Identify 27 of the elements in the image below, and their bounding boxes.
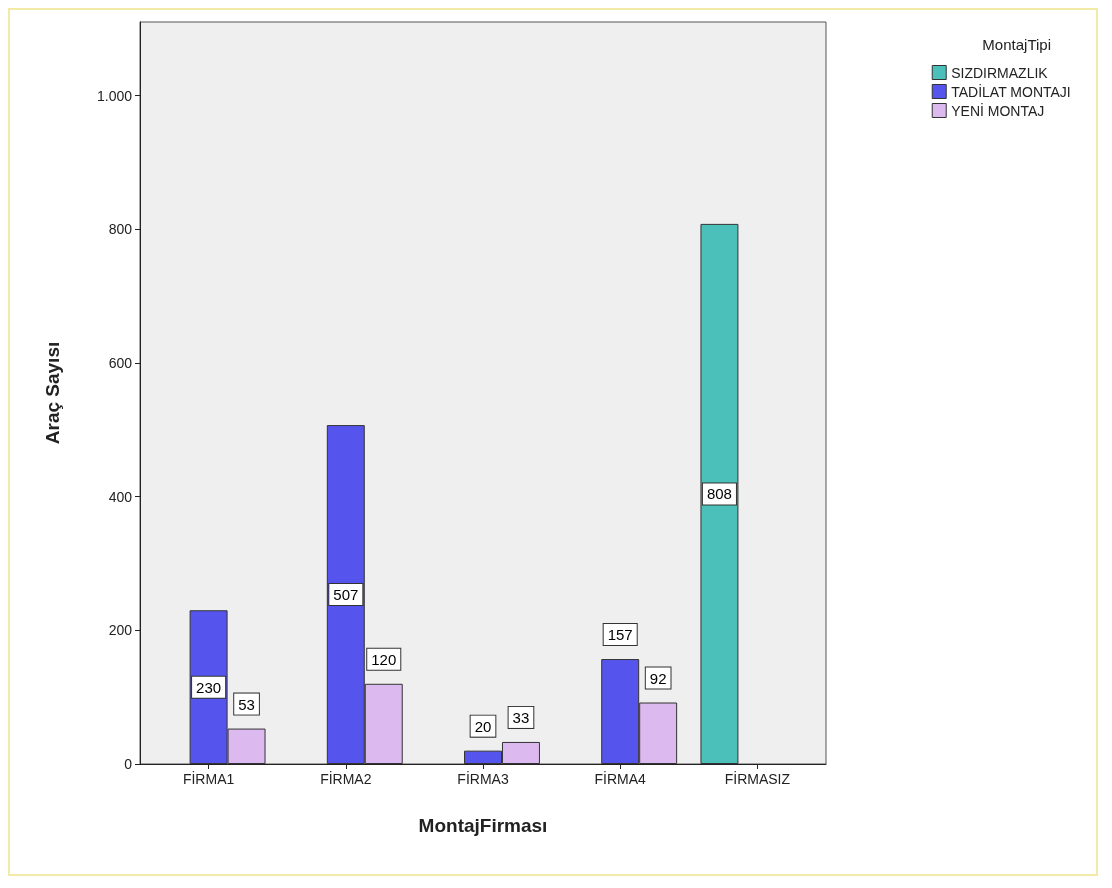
data-label: 92	[649, 669, 667, 687]
x-tick-label: FİRMA1	[182, 770, 235, 787]
x-tick-label: FİRMA3	[457, 770, 509, 787]
y-tick-label: 400	[108, 488, 133, 505]
data-label: 120	[371, 650, 397, 668]
legend-label: YENİ MONTAJ	[951, 101, 1045, 119]
y-tick-label: 0	[124, 756, 133, 772]
data-label: 808	[706, 485, 732, 503]
y-axis-title: Araç Sayısı	[42, 341, 63, 445]
data-label: 53	[238, 695, 255, 713]
data-label: 33	[512, 708, 530, 726]
legend-label: TADİLAT MONTAJI	[951, 82, 1071, 100]
x-tick-label: FİRMA4	[594, 770, 647, 787]
data-label: 230	[196, 678, 222, 696]
x-tick-label: FİRMASIZ	[724, 770, 791, 787]
bar	[700, 223, 739, 764]
data-label: 20	[474, 717, 492, 735]
x-tick-label: FİRMA2	[320, 770, 372, 787]
data-label: 507	[333, 586, 359, 604]
y-tick-label: 600	[108, 354, 133, 371]
data-label: 157	[607, 626, 633, 644]
x-axis-title: MontajFirması	[418, 815, 548, 836]
legend-title: MontajTipi	[982, 36, 1052, 53]
y-tick-label: 200	[108, 622, 133, 639]
legend-label: SIZDIRMAZLIK	[951, 64, 1049, 81]
y-tick-label: 800	[108, 221, 133, 238]
y-tick-label: 1.000	[96, 87, 133, 104]
